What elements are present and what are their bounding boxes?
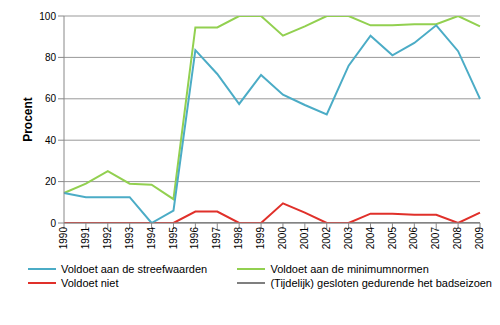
- svg-text:1994: 1994: [146, 227, 157, 250]
- svg-text:1999: 1999: [255, 227, 266, 250]
- svg-text:2009: 2009: [474, 227, 485, 250]
- svg-text:2001: 2001: [299, 227, 310, 250]
- svg-text:80: 80: [45, 52, 57, 63]
- html-text:Voldoet niet: Voldoet niet: [61, 277, 119, 289]
- svg-text:1992: 1992: [102, 227, 113, 250]
- svg-text:2005: 2005: [387, 227, 398, 250]
- svg-text:1995: 1995: [168, 227, 179, 250]
- html-text:Voldoet aan de streefwaarden: Voldoet aan de streefwaarden: [61, 263, 208, 275]
- svg-text:2002: 2002: [321, 227, 332, 250]
- svg-text:100: 100: [39, 11, 56, 22]
- svg-text:2004: 2004: [365, 227, 376, 250]
- svg-text:2003: 2003: [343, 227, 354, 250]
- svg-text:2006: 2006: [408, 227, 419, 250]
- svg-text:1997: 1997: [211, 227, 222, 250]
- svg-text:2000: 2000: [277, 227, 288, 250]
- svg-text:1990: 1990: [58, 227, 69, 250]
- svg-text:2008: 2008: [452, 227, 463, 250]
- svg-text:20: 20: [45, 176, 57, 187]
- svg-text:Procent: Procent: [21, 97, 35, 142]
- svg-text:40: 40: [45, 135, 57, 146]
- html-text:(Tijdelijk) gesloten gedurende: (Tijdelijk) gesloten gedurende het badse…: [270, 277, 492, 289]
- html-text:Voldoet aan de minimumnormen: Voldoet aan de minimumnormen: [270, 263, 429, 275]
- svg-text:2007: 2007: [430, 227, 441, 250]
- svg-text:1991: 1991: [80, 227, 91, 250]
- svg-text:1996: 1996: [189, 227, 200, 250]
- svg-text:1993: 1993: [124, 227, 135, 250]
- svg-text:0: 0: [50, 218, 56, 229]
- svg-text:60: 60: [45, 93, 57, 104]
- svg-text:1998: 1998: [233, 227, 244, 250]
